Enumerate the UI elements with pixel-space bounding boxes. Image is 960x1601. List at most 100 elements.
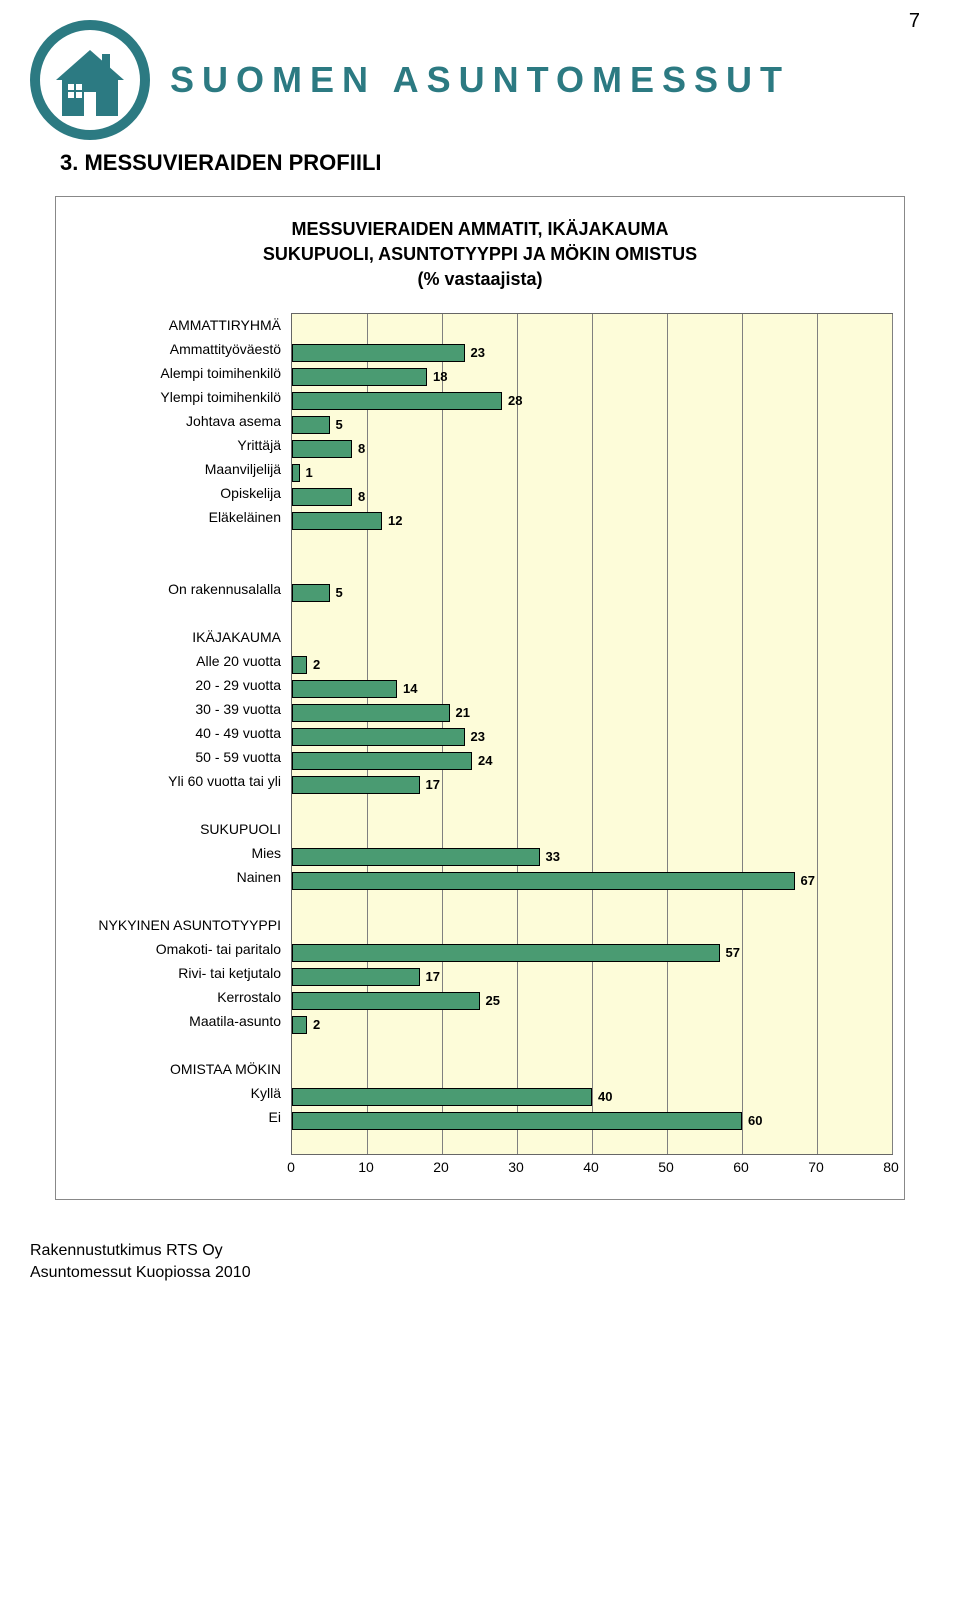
category-label: 40 - 49 vuotta bbox=[71, 721, 291, 745]
grid-line bbox=[592, 314, 593, 1154]
bar bbox=[292, 1016, 307, 1034]
bar bbox=[292, 704, 450, 722]
chart-title-line2: SUKUPUOLI, ASUNTOTYYPPI JA MÖKIN OMISTUS bbox=[263, 244, 697, 264]
bar-value-label: 2 bbox=[313, 1017, 320, 1032]
bar bbox=[292, 728, 465, 746]
spacer-label bbox=[71, 1033, 291, 1057]
x-tick-label: 20 bbox=[433, 1159, 449, 1175]
bar-row: 8 bbox=[292, 485, 365, 509]
x-tick-label: 30 bbox=[508, 1159, 524, 1175]
bar bbox=[292, 1112, 742, 1130]
category-label: Ylempi toimihenkilö bbox=[71, 385, 291, 409]
bar-row: 17 bbox=[292, 773, 440, 797]
category-label: 50 - 59 vuotta bbox=[71, 745, 291, 769]
spacer-label bbox=[71, 553, 291, 577]
bar bbox=[292, 440, 352, 458]
x-tick-label: 0 bbox=[287, 1159, 295, 1175]
category-label: Ammattityöväestö bbox=[71, 337, 291, 361]
page-number: 7 bbox=[909, 10, 920, 33]
bar bbox=[292, 944, 720, 962]
bar-row: 17 bbox=[292, 965, 440, 989]
chart-body: AMMATTIRYHMÄAmmattityöväestöAlempi toimi… bbox=[71, 313, 889, 1189]
grid-line bbox=[892, 314, 893, 1154]
bar-row: 57 bbox=[292, 941, 740, 965]
category-label: Alle 20 vuotta bbox=[71, 649, 291, 673]
bar bbox=[292, 584, 330, 602]
brand-name: SUOMEN ASUNTOMESSUT bbox=[170, 59, 790, 101]
bar-row: 60 bbox=[292, 1109, 762, 1133]
bar-value-label: 24 bbox=[478, 753, 492, 768]
bar-value-label: 1 bbox=[306, 465, 313, 480]
bar bbox=[292, 512, 382, 530]
spacer-label bbox=[71, 601, 291, 625]
grid-line bbox=[667, 314, 668, 1154]
bar-value-label: 18 bbox=[433, 369, 447, 384]
x-tick-label: 50 bbox=[658, 1159, 674, 1175]
bar bbox=[292, 848, 540, 866]
bar-value-label: 23 bbox=[471, 729, 485, 744]
category-label: Kerrostalo bbox=[71, 985, 291, 1009]
bar bbox=[292, 656, 307, 674]
bar-value-label: 5 bbox=[336, 585, 343, 600]
grid-line bbox=[817, 314, 818, 1154]
group-header-label: IKÄJAKAUMA bbox=[71, 625, 291, 649]
chart-title: MESSUVIERAIDEN AMMATIT, IKÄJAKAUMA SUKUP… bbox=[71, 217, 889, 293]
bar-value-label: 60 bbox=[748, 1113, 762, 1128]
bar-row: 5 bbox=[292, 581, 343, 605]
bar-row: 18 bbox=[292, 365, 447, 389]
section-title: 3. MESSUVIERAIDEN PROFIILI bbox=[60, 150, 930, 176]
bar-value-label: 25 bbox=[486, 993, 500, 1008]
category-label: Eläkeläinen bbox=[71, 505, 291, 529]
bar bbox=[292, 416, 330, 434]
grid-line bbox=[742, 314, 743, 1154]
bar-value-label: 14 bbox=[403, 681, 417, 696]
category-label: Kyllä bbox=[71, 1081, 291, 1105]
header: SUOMEN ASUNTOMESSUT bbox=[30, 20, 930, 140]
spacer-label bbox=[71, 1129, 291, 1153]
bar bbox=[292, 368, 427, 386]
plot-area: 231828581812521421232417336757172524060 bbox=[291, 313, 893, 1155]
grid-line bbox=[517, 314, 518, 1154]
category-label: Opiskelija bbox=[71, 481, 291, 505]
labels-column: AMMATTIRYHMÄAmmattityöväestöAlempi toimi… bbox=[71, 313, 291, 1189]
bar-value-label: 23 bbox=[471, 345, 485, 360]
category-label: Rivi- tai ketjutalo bbox=[71, 961, 291, 985]
category-label: Maanviljelijä bbox=[71, 457, 291, 481]
category-label: Yrittäjä bbox=[71, 433, 291, 457]
bar-value-label: 67 bbox=[801, 873, 815, 888]
group-header-label: AMMATTIRYHMÄ bbox=[71, 313, 291, 337]
group-header-label: OMISTAA MÖKIN bbox=[71, 1057, 291, 1081]
plot-column: 231828581812521421232417336757172524060 … bbox=[291, 313, 893, 1189]
bar bbox=[292, 968, 420, 986]
spacer-label bbox=[71, 793, 291, 817]
bar bbox=[292, 1088, 592, 1106]
bar bbox=[292, 992, 480, 1010]
bar-value-label: 21 bbox=[456, 705, 470, 720]
bar-value-label: 17 bbox=[426, 969, 440, 984]
chart-title-line3: (% vastaajista) bbox=[417, 269, 542, 289]
bar-row: 28 bbox=[292, 389, 522, 413]
bar-row: 23 bbox=[292, 341, 485, 365]
bar bbox=[292, 392, 502, 410]
category-label: Omakoti- tai paritalo bbox=[71, 937, 291, 961]
x-axis: 01020304050607080 bbox=[291, 1159, 891, 1189]
category-label: Johtava asema bbox=[71, 409, 291, 433]
bar-row: 25 bbox=[292, 989, 500, 1013]
bar-row: 5 bbox=[292, 413, 343, 437]
bar-value-label: 28 bbox=[508, 393, 522, 408]
x-tick-label: 80 bbox=[883, 1159, 899, 1175]
chart-title-line1: MESSUVIERAIDEN AMMATIT, IKÄJAKAUMA bbox=[291, 219, 668, 239]
category-label: On rakennusalalla bbox=[71, 577, 291, 601]
bar-value-label: 57 bbox=[726, 945, 740, 960]
bar-row: 14 bbox=[292, 677, 417, 701]
bar-row: 2 bbox=[292, 1013, 320, 1037]
chart-container: MESSUVIERAIDEN AMMATIT, IKÄJAKAUMA SUKUP… bbox=[55, 196, 905, 1200]
footer-line2: Asuntomessut Kuopiossa 2010 bbox=[30, 1262, 930, 1284]
bar-row: 1 bbox=[292, 461, 313, 485]
bar-value-label: 33 bbox=[546, 849, 560, 864]
category-label: Ei bbox=[71, 1105, 291, 1129]
category-label: Nainen bbox=[71, 865, 291, 889]
bar-value-label: 8 bbox=[358, 441, 365, 456]
category-label: Maatila-asunto bbox=[71, 1009, 291, 1033]
bar-value-label: 40 bbox=[598, 1089, 612, 1104]
